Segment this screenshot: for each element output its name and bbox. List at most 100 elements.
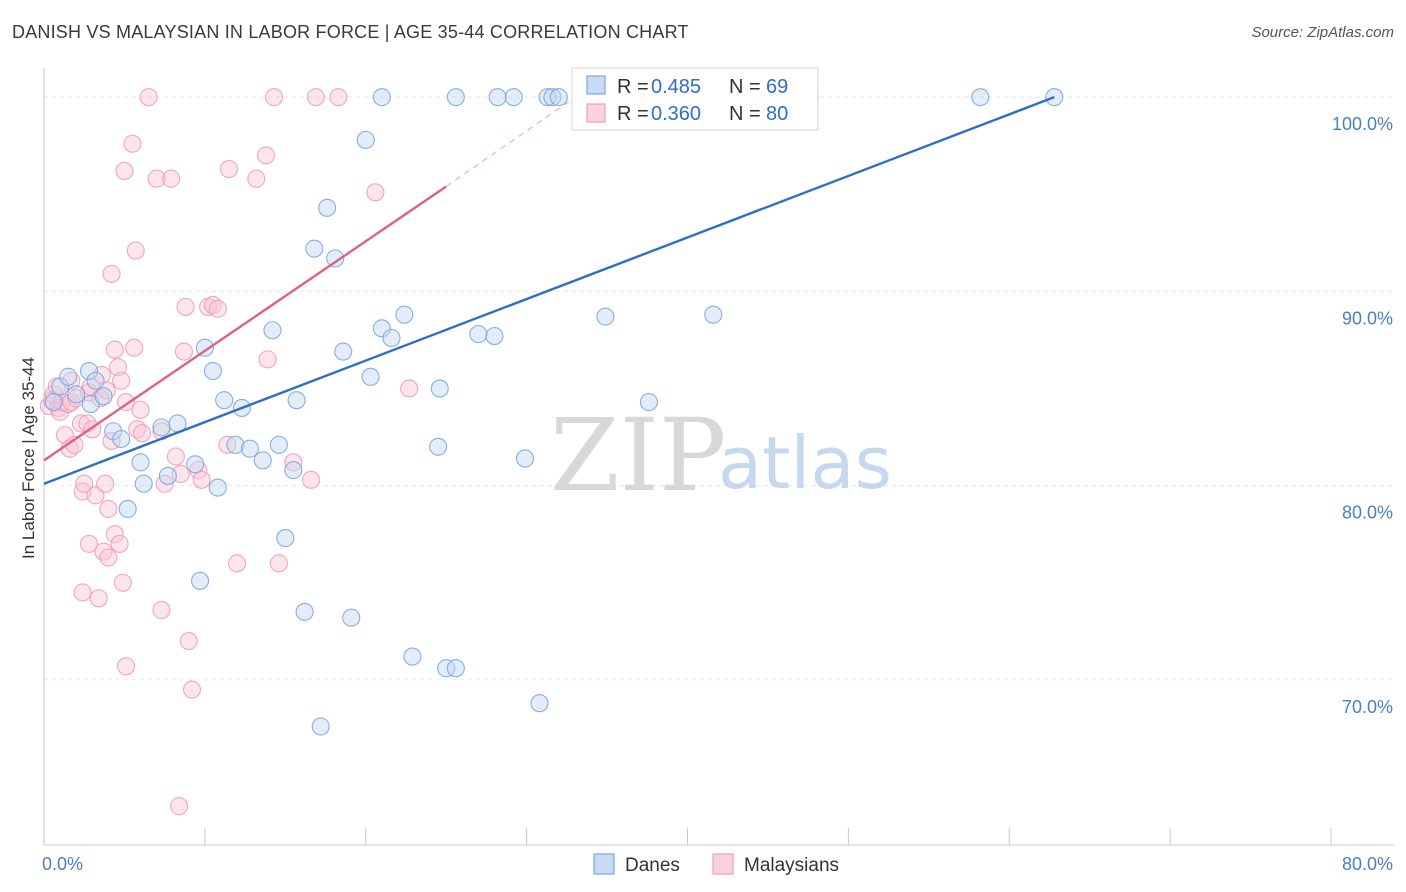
data-point [284, 453, 303, 472]
data-point [192, 470, 211, 489]
data-point [115, 161, 134, 181]
data-point [131, 400, 150, 419]
legend-malaysians-swatch [712, 853, 734, 875]
data-point [366, 183, 385, 202]
data-point [256, 146, 276, 165]
data-point [253, 451, 272, 470]
data-point [152, 418, 171, 437]
data-point [549, 88, 568, 107]
data-point [170, 797, 189, 816]
data-point [189, 461, 208, 480]
data-point [269, 435, 288, 454]
data-point [112, 371, 131, 390]
data-point [488, 88, 507, 107]
data-point [258, 350, 277, 369]
danes-n-value: 69 [766, 76, 788, 98]
data-point [530, 694, 549, 713]
data-point [99, 499, 118, 518]
data-point [302, 470, 321, 489]
data-point [208, 299, 227, 318]
data-point [334, 342, 353, 361]
malaysians-legend-swatch [586, 103, 606, 123]
data-point [158, 466, 177, 485]
data-point [356, 130, 375, 149]
data-point [295, 602, 314, 621]
data-point [99, 548, 118, 567]
data-point [382, 328, 401, 348]
legend-danes-swatch [593, 853, 615, 875]
gridlines [44, 96, 1394, 681]
data-point [515, 449, 535, 468]
data-point [596, 307, 615, 326]
data-point [306, 88, 325, 107]
data-point [318, 198, 337, 217]
malaysians-n-value: 80 [766, 103, 788, 125]
data-point [284, 461, 303, 480]
series-danes-points [44, 88, 1064, 736]
data-point [86, 371, 105, 390]
data-point [215, 391, 234, 410]
data-point [326, 249, 345, 268]
x-tick-label-min: 0.0% [42, 854, 83, 874]
data-point [147, 169, 166, 188]
legend-malaysians-label: Malaysians [744, 855, 839, 876]
data-point [400, 379, 419, 398]
data-point [305, 239, 324, 258]
data-point [240, 439, 259, 458]
data-point [276, 529, 295, 548]
watermark-zip: ZIP [550, 397, 726, 514]
data-point [639, 393, 658, 412]
data-point [44, 393, 63, 412]
watermark-atlas: atlas [718, 421, 892, 505]
data-point [269, 554, 288, 573]
y-tick-label: 90.0% [1342, 308, 1393, 328]
malaysians-r-label: R = [617, 103, 649, 125]
data-point [430, 379, 449, 398]
data-point [73, 583, 92, 602]
malaysians-trend-extension [445, 94, 579, 188]
data-point [971, 88, 990, 107]
malaysians-n-label: N = [729, 103, 761, 125]
data-point [139, 88, 158, 107]
data-point [208, 478, 227, 497]
data-point [174, 342, 194, 361]
data-point [219, 159, 239, 179]
chart-title: DANISH VS MALAYSIAN IN LABOR FORCE | AGE… [12, 22, 689, 42]
source-label: Source: ZipAtlas.com [1251, 24, 1394, 41]
data-point [228, 554, 247, 573]
data-point [247, 169, 266, 188]
data-point [79, 534, 99, 553]
data-point [75, 474, 94, 493]
data-point [152, 600, 171, 620]
data-point [79, 361, 99, 381]
data-point [485, 327, 504, 346]
data-point [195, 338, 214, 357]
data-point [263, 321, 282, 340]
stats-legend: R = 0.485 N = 69 R = 0.360 N = 80 [571, 67, 819, 131]
data-point [372, 319, 391, 338]
data-point [94, 387, 113, 406]
data-point [102, 264, 121, 283]
data-point [446, 88, 465, 107]
x-tick-label-max: 80.0% [1342, 854, 1393, 874]
malaysians-trend-line [43, 185, 447, 462]
data-point [395, 305, 414, 324]
data-point [543, 88, 562, 107]
danes-r-value: 0.485 [651, 76, 701, 98]
data-point [89, 589, 108, 608]
data-point [123, 134, 142, 153]
data-point [110, 534, 129, 553]
data-point [113, 573, 132, 592]
danes-r-label: R = [617, 76, 649, 98]
data-point [186, 455, 205, 474]
y-tick-label: 100.0% [1332, 114, 1393, 134]
danes-trend-line [43, 96, 1055, 485]
data-point [265, 88, 284, 107]
data-point [429, 437, 448, 456]
data-point [96, 474, 115, 493]
legend-danes-label: Danes [625, 855, 680, 876]
data-point [342, 608, 361, 627]
data-point [86, 486, 105, 505]
data-point [179, 631, 198, 651]
